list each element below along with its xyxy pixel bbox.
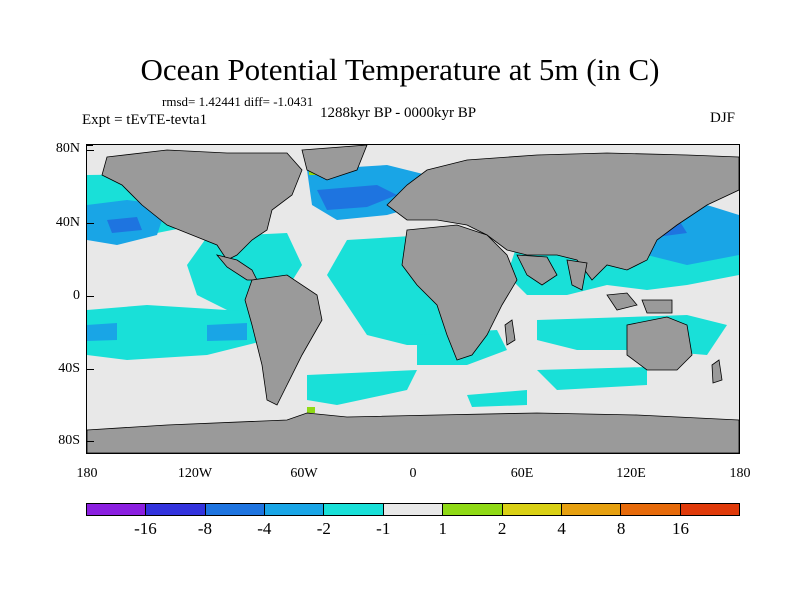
- lon-label-60w: 60W: [290, 466, 318, 481]
- colorbar-box: [324, 504, 384, 515]
- colorbar-box: [205, 504, 266, 515]
- colorbar-box: [146, 504, 206, 515]
- colorbar-label: 8: [616, 519, 626, 538]
- y-tick: [86, 150, 94, 151]
- season-label: DJF: [710, 110, 736, 126]
- period-label: 1288kyr BP - 0000kyr BP: [320, 105, 477, 121]
- colorbar: [86, 503, 740, 516]
- experiment-label: Expt = tEvTE-tevta1: [82, 112, 208, 128]
- lon-label-120w: 120W: [177, 466, 213, 481]
- colorbar-box: [383, 504, 444, 515]
- colorbar-box: [265, 504, 325, 515]
- lat-label-80s: 80S: [58, 433, 80, 448]
- lat-label-80n: 80N: [55, 141, 80, 156]
- map-svg: [87, 145, 739, 453]
- colorbar-box: [561, 504, 622, 515]
- colorbar-box: [87, 504, 147, 515]
- lat-label-0: 0: [73, 288, 80, 303]
- colorbar-box: [680, 504, 739, 515]
- colorbar-label: -8: [197, 519, 212, 538]
- map-panel: [86, 144, 740, 454]
- lon-label-180w: 180: [76, 466, 98, 481]
- colorbar-label: -1: [376, 519, 391, 538]
- lon-label-120e: 120E: [616, 466, 646, 481]
- colorbar-label: 16: [672, 519, 690, 538]
- colorbar-box: [621, 504, 681, 515]
- lon-label-60e: 60E: [510, 466, 534, 481]
- colorbar-label: -2: [316, 519, 331, 538]
- colorbar-label: 1: [438, 519, 447, 538]
- y-tick: [86, 369, 94, 370]
- colorbar-label: -4: [257, 519, 272, 538]
- lon-label-180e: 180: [729, 466, 751, 481]
- lat-label-40n: 40N: [55, 215, 80, 230]
- colorbar-label: 2: [497, 519, 507, 538]
- y-tick: [86, 223, 94, 224]
- colorbar-label: 4: [557, 519, 566, 538]
- stats-text: rmsd= 1.42441 diff= -1.0431: [162, 94, 314, 109]
- y-tick: [86, 441, 94, 442]
- y-tick: [86, 296, 94, 297]
- land-masses: [87, 145, 739, 453]
- plot-title: Ocean Potential Temperature at 5m (in C): [140, 52, 660, 87]
- colorbar-box: [443, 504, 503, 515]
- lon-label-0: 0: [409, 466, 417, 481]
- lat-label-40s: 40S: [58, 361, 80, 376]
- colorbar-label: -16: [134, 519, 157, 538]
- colorbar-box: [502, 504, 562, 515]
